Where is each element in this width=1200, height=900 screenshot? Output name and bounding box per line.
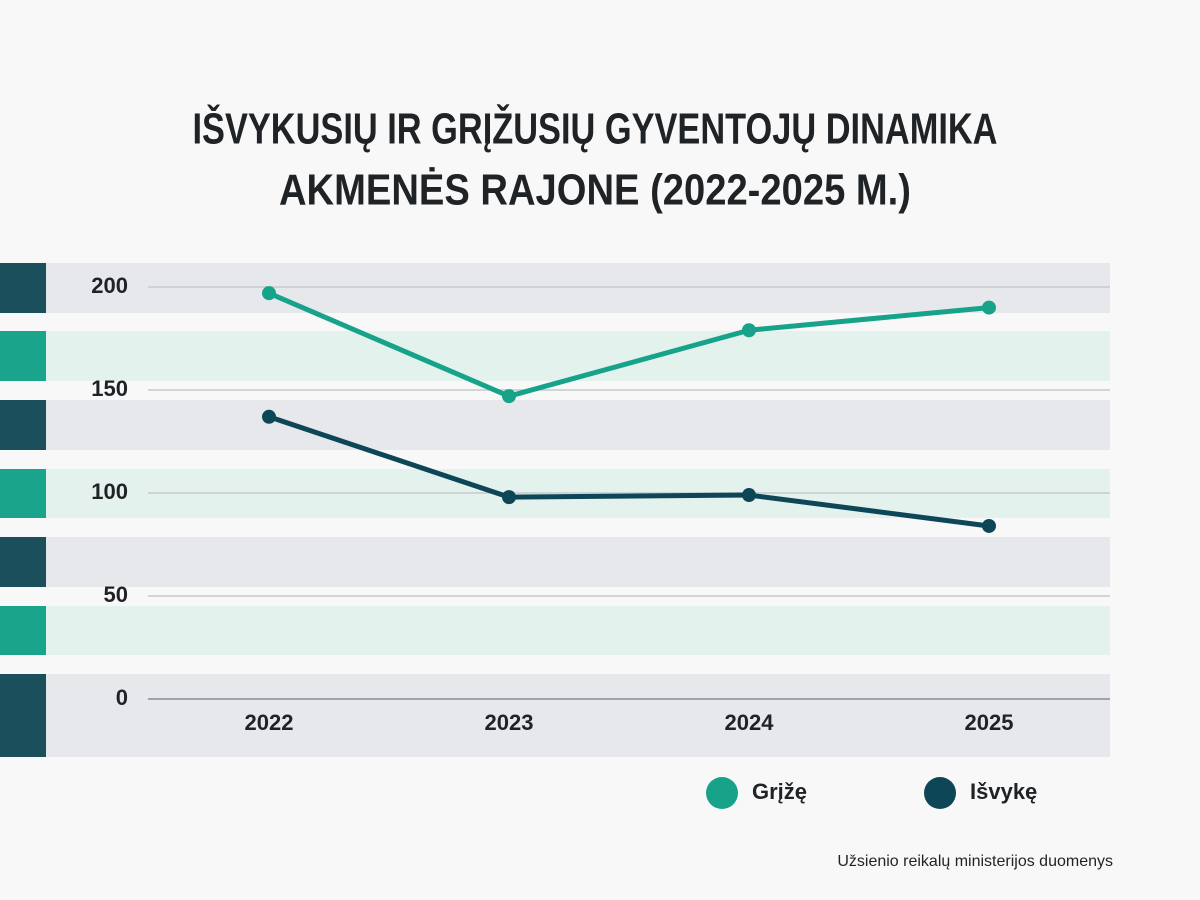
tab [0,331,46,381]
point [262,409,276,424]
tab [0,400,46,450]
y-tick-label: 200 [91,273,128,298]
tab [0,606,46,655]
source: Užsienio reikalų ministerijos duomenys [837,853,1113,870]
legend-label: Išvykę [970,779,1037,804]
series-line [268,414,990,529]
tab [0,537,46,587]
chart-title: IŠVYKUSIŲ IR GRĮŽUSIŲ GYVENTOJŲ DINAMIKA [193,103,998,154]
tab [0,674,46,757]
point [742,488,756,503]
point [982,300,996,315]
y-tick-label: 50 [104,582,128,607]
band [46,263,1110,313]
chart-title: AKMENĖS RAJONE (2022-2025 M.) [279,166,911,215]
legend-label: Grįžę [752,779,807,804]
legend-marker [924,777,956,809]
band [46,606,1110,655]
point [502,490,516,505]
y-tick-label: 150 [91,376,128,401]
y-tick-label: 0 [116,685,128,710]
x-tick-label: 2025 [965,710,1014,735]
x-tick-label: 2022 [245,710,294,735]
tab [0,469,46,518]
bands [0,263,1110,757]
point [742,323,756,338]
band [46,400,1110,450]
y-tick-label: 100 [91,479,128,504]
point [982,518,996,533]
legend-marker [706,777,738,809]
band [46,331,1110,381]
point [502,389,516,404]
band [46,537,1110,587]
tab [0,263,46,313]
band [46,674,1110,757]
series-line [268,290,990,399]
point [262,286,276,301]
x-tick-label: 2024 [725,710,775,735]
x-tick-label: 2023 [485,710,534,735]
